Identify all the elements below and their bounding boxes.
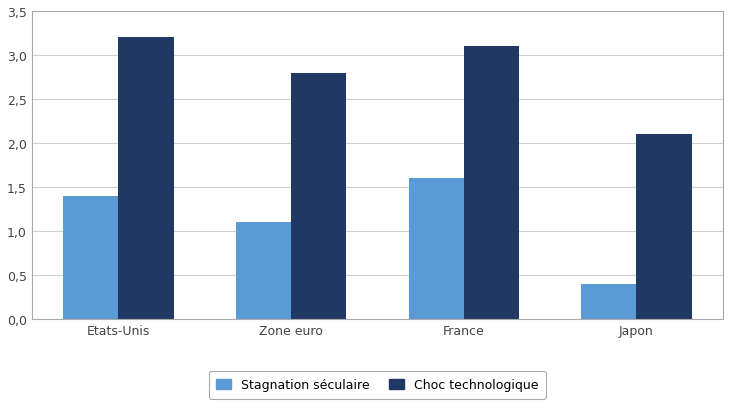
Bar xyxy=(637,135,691,319)
Bar xyxy=(118,38,174,319)
Bar xyxy=(291,73,346,319)
Legend: Stagnation séculaire, Choc technologique: Stagnation séculaire, Choc technologique xyxy=(209,371,546,399)
Bar xyxy=(236,222,291,319)
Bar xyxy=(464,47,519,319)
Bar xyxy=(581,284,637,319)
Bar xyxy=(64,196,118,319)
Bar xyxy=(409,179,464,319)
